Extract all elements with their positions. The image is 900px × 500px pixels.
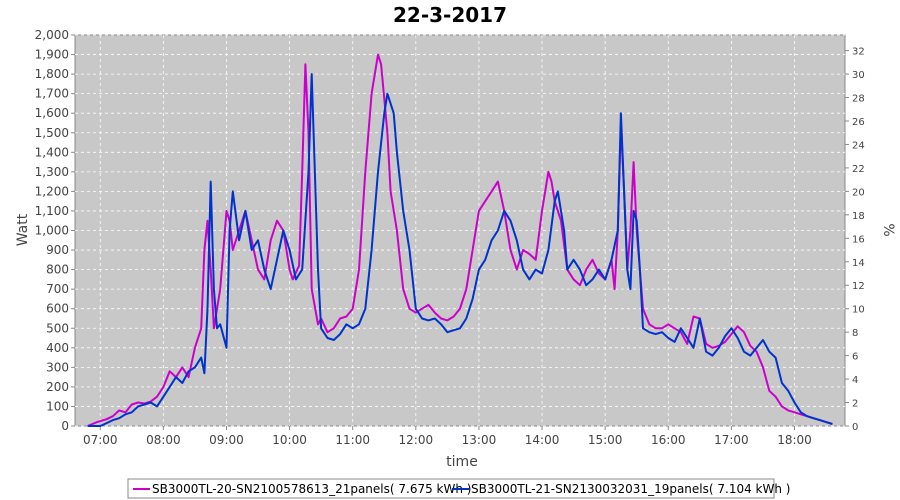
x-tick-label: 07:00 bbox=[83, 433, 118, 447]
y-tick-label: 300 bbox=[46, 360, 69, 374]
y-tick-label: 100 bbox=[46, 399, 69, 413]
x-tick-label: 17:00 bbox=[714, 433, 749, 447]
y-tick-label: 900 bbox=[46, 243, 69, 257]
y2-tick-label: 10 bbox=[852, 305, 865, 316]
y-tick-label: 1,500 bbox=[35, 126, 69, 140]
x-tick-label: 11:00 bbox=[335, 433, 370, 447]
y-tick-label: 2,000 bbox=[35, 28, 69, 42]
x-tick-label: 09:00 bbox=[209, 433, 244, 447]
y-tick-label: 1,600 bbox=[35, 106, 69, 120]
y-tick-label: 1,800 bbox=[35, 67, 69, 81]
y-tick-label: 400 bbox=[46, 341, 69, 355]
legend: SB3000TL-20-SN2100578613_21panels( 7.675… bbox=[127, 478, 790, 499]
chart-title: 22-3-2017 bbox=[393, 3, 507, 27]
x-tick-label: 12:00 bbox=[399, 433, 434, 447]
y-tick-label: 1,000 bbox=[35, 224, 69, 238]
x-tick-label: 10:00 bbox=[272, 433, 307, 447]
x-tick-label: 18:00 bbox=[777, 433, 812, 447]
y-tick-label: 600 bbox=[46, 302, 69, 316]
y-tick-label: 200 bbox=[46, 380, 69, 394]
y-axis-label: Watt bbox=[15, 213, 31, 246]
y2-tick-label: 6 bbox=[852, 352, 858, 363]
y2-tick-label: 28 bbox=[852, 94, 865, 105]
y2-tick-label: 18 bbox=[852, 211, 865, 222]
y2-tick-label: 30 bbox=[852, 70, 865, 81]
y-tick-label: 1,900 bbox=[35, 48, 69, 62]
x-tick-label: 08:00 bbox=[146, 433, 181, 447]
y2-tick-label: 26 bbox=[852, 117, 865, 128]
legend-box bbox=[127, 478, 775, 499]
y2-tick-label: 12 bbox=[852, 281, 865, 292]
y2-tick-label: 20 bbox=[852, 187, 865, 198]
x-tick-label: 16:00 bbox=[651, 433, 686, 447]
y-tick-label: 800 bbox=[46, 263, 69, 277]
x-axis: 07:00 08:00 09:00 10:00 11:00 12:00 13:00 14:00… bbox=[83, 426, 812, 447]
y-tick-label: 1,300 bbox=[35, 165, 69, 179]
y-tick-label: 0 bbox=[61, 419, 69, 433]
y2-tick-label: 8 bbox=[852, 328, 858, 339]
y-tick-label: 1,700 bbox=[35, 87, 69, 101]
y2-tick-label: 4 bbox=[852, 375, 858, 386]
y-tick-label: 1,200 bbox=[35, 184, 69, 198]
series-line-1 bbox=[87, 53, 833, 427]
gridlines bbox=[75, 34, 845, 427]
legend-label-1: SB3000TL-20-SN2100578613_21panels( 7.675… bbox=[152, 482, 471, 496]
y2-tick-label: 2 bbox=[852, 399, 858, 410]
y-tick-label: 500 bbox=[46, 321, 69, 335]
x-tick-label: 13:00 bbox=[462, 433, 497, 447]
legend-label-2: SB3000TL-21-SN2130032031_19panels( 7.104… bbox=[471, 482, 790, 496]
x-tick-label: 14:00 bbox=[525, 433, 560, 447]
y2-axis-label: % bbox=[880, 223, 896, 236]
y-tick-label: 700 bbox=[46, 282, 69, 296]
y2-tick-label: 16 bbox=[852, 234, 865, 245]
y2-tick-label: 22 bbox=[852, 164, 865, 175]
y2-tick-label: 24 bbox=[852, 140, 865, 151]
x-axis-label: time bbox=[446, 454, 478, 470]
y-axis-left: 0 100 200 300 400 500 600 700 800 900 1,000 1,100 1,… bbox=[35, 28, 75, 433]
x-tick-label: 15:00 bbox=[588, 433, 623, 447]
y-tick-label: 1,400 bbox=[35, 145, 69, 159]
y2-tick-label: 32 bbox=[852, 47, 865, 58]
y2-tick-label: 0 bbox=[852, 422, 858, 433]
series-layer bbox=[87, 53, 833, 427]
y2-tick-label: 14 bbox=[852, 258, 865, 269]
series-line-2 bbox=[87, 73, 833, 427]
y-tick-label: 1,100 bbox=[35, 204, 69, 218]
